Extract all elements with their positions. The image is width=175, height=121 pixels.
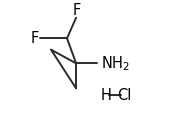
Text: Cl: Cl: [117, 88, 131, 103]
Text: F: F: [30, 31, 38, 46]
Text: F: F: [73, 3, 81, 18]
Text: NH$_2$: NH$_2$: [101, 54, 130, 73]
Text: H: H: [100, 88, 111, 103]
